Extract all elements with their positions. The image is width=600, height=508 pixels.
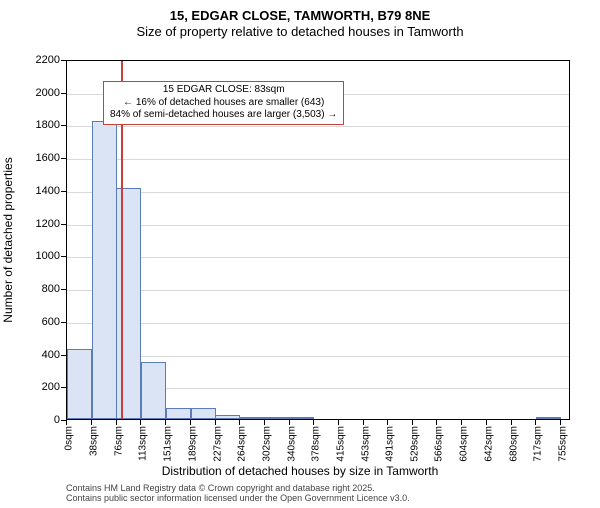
y-tick-mark (61, 256, 66, 257)
x-tick-mark (116, 420, 117, 425)
chart-title: 15, EDGAR CLOSE, TAMWORTH, B79 8NE (0, 8, 600, 23)
y-tick-mark (61, 60, 66, 61)
gridline (67, 192, 569, 193)
x-tick-label: 113sqm (137, 426, 148, 461)
x-tick-label: 717sqm (533, 426, 544, 462)
y-tick-mark (61, 387, 66, 388)
plot-area: 15 EDGAR CLOSE: 83sqm← 16% of detached h… (66, 60, 570, 420)
x-tick-mark (313, 420, 314, 425)
x-tick-label: 491sqm (385, 426, 396, 462)
y-tick-label: 2200 (10, 54, 60, 66)
x-tick-label: 680sqm (509, 426, 520, 462)
annotation-line-2: ← 16% of detached houses are smaller (64… (110, 97, 337, 110)
gridline (67, 323, 569, 324)
x-tick-mark (66, 420, 67, 425)
annotation-line-3: 84% of semi-detached houses are larger (… (110, 109, 337, 122)
x-tick-label: 38sqm (88, 426, 99, 456)
y-tick-mark (61, 93, 66, 94)
property-size-chart: 15, EDGAR CLOSE, TAMWORTH, B79 8NE Size … (0, 8, 600, 508)
y-tick-label: 1400 (10, 185, 60, 197)
y-tick-mark (61, 355, 66, 356)
y-tick-mark (61, 158, 66, 159)
y-tick-label: 1200 (10, 218, 60, 230)
x-tick-label: 189sqm (187, 426, 198, 462)
x-tick-mark (511, 420, 512, 425)
x-tick-mark (387, 420, 388, 425)
x-tick-mark (436, 420, 437, 425)
histogram-bar (240, 417, 265, 419)
y-tick-mark (61, 289, 66, 290)
histogram-bar (215, 415, 240, 419)
x-tick-label: 151sqm (162, 426, 173, 462)
gridline (67, 356, 569, 357)
histogram-bar (116, 188, 141, 419)
x-tick-label: 566sqm (434, 426, 445, 462)
x-tick-label: 604sqm (459, 426, 470, 462)
x-tick-label: 642sqm (484, 426, 495, 462)
x-tick-mark (91, 420, 92, 425)
y-tick-mark (61, 224, 66, 225)
x-tick-mark (165, 420, 166, 425)
histogram-bar (536, 417, 561, 419)
y-tick-label: 600 (10, 316, 60, 328)
histogram-bar (92, 121, 117, 419)
y-tick-mark (61, 125, 66, 126)
y-tick-label: 400 (10, 349, 60, 361)
x-tick-mark (140, 420, 141, 425)
x-tick-label: 302sqm (261, 426, 272, 462)
y-tick-label: 200 (10, 381, 60, 393)
x-tick-label: 529sqm (410, 426, 421, 462)
histogram-bar (191, 408, 216, 419)
x-tick-mark (412, 420, 413, 425)
histogram-bar (265, 417, 290, 419)
y-tick-label: 1600 (10, 152, 60, 164)
histogram-bar (166, 408, 191, 419)
x-tick-mark (289, 420, 290, 425)
x-tick-label: 453sqm (360, 426, 371, 462)
x-tick-label: 76sqm (113, 426, 124, 456)
y-axis-label: Number of detached properties (1, 157, 15, 322)
x-axis-label: Distribution of detached houses by size … (0, 464, 600, 478)
x-tick-mark (486, 420, 487, 425)
gridline (67, 290, 569, 291)
x-tick-mark (363, 420, 364, 425)
x-tick-mark (239, 420, 240, 425)
chart-subtitle: Size of property relative to detached ho… (0, 24, 600, 39)
annotation-line-1: 15 EDGAR CLOSE: 83sqm (110, 84, 337, 97)
histogram-bar (67, 349, 92, 419)
credits: Contains HM Land Registry data © Crown c… (66, 484, 410, 504)
x-tick-label: 378sqm (311, 426, 322, 462)
x-tick-mark (264, 420, 265, 425)
gridline (67, 126, 569, 127)
annotation-box: 15 EDGAR CLOSE: 83sqm← 16% of detached h… (103, 81, 344, 125)
y-tick-mark (61, 322, 66, 323)
x-tick-label: 340sqm (286, 426, 297, 462)
x-tick-mark (461, 420, 462, 425)
gridline (67, 225, 569, 226)
x-tick-mark (215, 420, 216, 425)
x-tick-label: 415sqm (335, 426, 346, 462)
x-tick-mark (535, 420, 536, 425)
x-tick-label: 755sqm (558, 426, 569, 462)
y-tick-label: 1000 (10, 250, 60, 262)
x-tick-mark (560, 420, 561, 425)
histogram-bar (141, 362, 166, 419)
x-tick-mark (338, 420, 339, 425)
x-tick-label: 0sqm (64, 426, 75, 450)
gridline (67, 159, 569, 160)
y-tick-mark (61, 191, 66, 192)
histogram-bar (290, 417, 315, 419)
x-tick-label: 227sqm (212, 426, 223, 462)
gridline (67, 257, 569, 258)
credits-line-2: Contains public sector information licen… (66, 494, 410, 504)
x-tick-mark (190, 420, 191, 425)
y-tick-label: 1800 (10, 119, 60, 131)
y-tick-label: 2000 (10, 87, 60, 99)
y-tick-label: 0 (10, 414, 60, 426)
x-tick-label: 264sqm (236, 426, 247, 462)
y-tick-label: 800 (10, 283, 60, 295)
